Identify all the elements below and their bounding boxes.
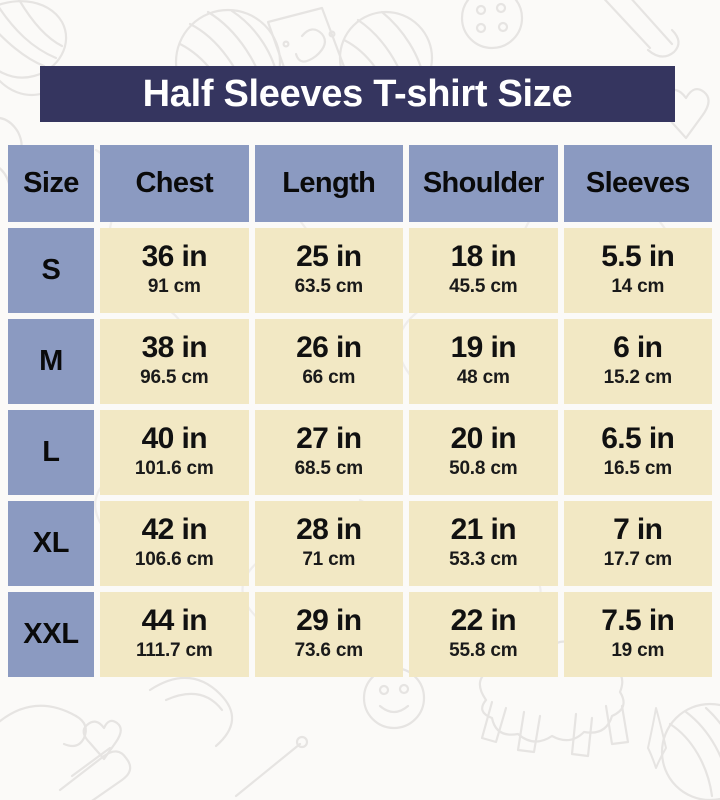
- length-cell: 26 in 66 cm: [254, 319, 403, 404]
- value-centimeters: 63.5 cm: [294, 275, 364, 297]
- value-inches: 18 in: [450, 240, 517, 274]
- size-cell: XL: [8, 501, 94, 586]
- size-label: M: [39, 345, 63, 377]
- value-centimeters: 71 cm: [302, 548, 356, 570]
- chest-cell: 38 in 96.5 cm: [100, 319, 249, 404]
- value-centimeters: 68.5 cm: [294, 457, 364, 479]
- column-header-label: Shoulder: [422, 167, 544, 199]
- value-centimeters: 96.5 cm: [140, 366, 209, 388]
- value-inches: 19 in: [450, 331, 517, 365]
- table-row: L 40 in 101.6 cm 27 in 68.5 cm 20 in 50.…: [8, 410, 712, 495]
- size-cell: S: [8, 228, 94, 313]
- value-centimeters: 15.2 cm: [603, 366, 673, 388]
- chest-cell: 42 in 106.6 cm: [100, 501, 249, 586]
- chest-cell: 44 in 111.7 cm: [100, 592, 249, 677]
- size-label: S: [41, 254, 61, 286]
- table-row: S 36 in 91 cm 25 in 63.5 cm 18 in 45.5 c…: [8, 228, 712, 313]
- column-header-shoulder: Shoulder: [409, 145, 558, 222]
- table-row: XXL 44 in 111.7 cm 29 in 73.6 cm 22 in 5…: [8, 592, 712, 677]
- column-header-length: Length: [254, 145, 403, 222]
- chest-cell: 40 in 101.6 cm: [100, 410, 249, 495]
- value-centimeters: 45.5 cm: [449, 275, 518, 297]
- value-centimeters: 17.7 cm: [603, 548, 673, 570]
- value-centimeters: 106.6 cm: [134, 548, 214, 570]
- size-cell: XXL: [8, 592, 94, 677]
- value-inches: 6.5 in: [601, 422, 675, 456]
- value-inches: 44 in: [141, 604, 208, 638]
- size-label: XXL: [23, 618, 79, 650]
- column-header-label: Size: [23, 167, 79, 199]
- value-centimeters: 66 cm: [302, 366, 356, 388]
- value-centimeters: 19 cm: [611, 639, 665, 661]
- value-centimeters: 48 cm: [456, 366, 510, 388]
- value-inches: 42 in: [141, 513, 208, 547]
- value-centimeters: 50.8 cm: [449, 457, 518, 479]
- value-centimeters: 91 cm: [147, 275, 201, 297]
- shoulder-cell: 20 in 50.8 cm: [409, 410, 558, 495]
- value-centimeters: 55.8 cm: [449, 639, 518, 661]
- table-row: XL 42 in 106.6 cm 28 in 71 cm 21 in 53.3…: [8, 501, 712, 586]
- value-inches: 28 in: [296, 513, 362, 547]
- length-cell: 29 in 73.6 cm: [254, 592, 403, 677]
- value-centimeters: 111.7 cm: [135, 639, 213, 661]
- size-chart-table: Size Chest Length Shoulder Sleeves S 36 …: [8, 145, 712, 683]
- column-header-size: Size: [8, 145, 94, 222]
- value-centimeters: 53.3 cm: [449, 548, 518, 570]
- length-cell: 28 in 71 cm: [254, 501, 403, 586]
- column-header-chest: Chest: [100, 145, 249, 222]
- chest-cell: 36 in 91 cm: [100, 228, 249, 313]
- sleeves-cell: 6 in 15.2 cm: [563, 319, 712, 404]
- shoulder-cell: 22 in 55.8 cm: [409, 592, 558, 677]
- value-inches: 38 in: [141, 331, 208, 365]
- size-cell: M: [8, 319, 94, 404]
- table-row: M 38 in 96.5 cm 26 in 66 cm 19 in 48 cm …: [8, 319, 712, 404]
- value-inches: 27 in: [296, 422, 362, 456]
- value-inches: 21 in: [450, 513, 517, 547]
- value-centimeters: 14 cm: [611, 275, 665, 297]
- page-title: Half Sleeves T-shirt Size: [142, 73, 573, 115]
- size-label: L: [42, 436, 60, 468]
- shoulder-cell: 21 in 53.3 cm: [409, 501, 558, 586]
- table-header-row: Size Chest Length Shoulder Sleeves: [8, 145, 712, 222]
- value-inches: 25 in: [296, 240, 362, 274]
- value-centimeters: 101.6 cm: [134, 457, 214, 479]
- value-inches: 5.5 in: [601, 240, 675, 274]
- sleeves-cell: 6.5 in 16.5 cm: [563, 410, 712, 495]
- length-cell: 25 in 63.5 cm: [254, 228, 403, 313]
- size-cell: L: [8, 410, 94, 495]
- column-header-label: Chest: [135, 167, 214, 199]
- shoulder-cell: 19 in 48 cm: [409, 319, 558, 404]
- sleeves-cell: 5.5 in 14 cm: [563, 228, 712, 313]
- sleeves-cell: 7.5 in 19 cm: [563, 592, 712, 677]
- value-inches: 29 in: [296, 604, 362, 638]
- value-inches: 7 in: [613, 513, 663, 547]
- column-header-sleeves: Sleeves: [563, 145, 712, 222]
- size-label: XL: [32, 527, 70, 559]
- value-inches: 20 in: [450, 422, 517, 456]
- length-cell: 27 in 68.5 cm: [254, 410, 403, 495]
- title-banner: Half Sleeves T-shirt Size: [40, 66, 675, 122]
- value-inches: 6 in: [613, 331, 663, 365]
- sleeves-cell: 7 in 17.7 cm: [563, 501, 712, 586]
- value-inches: 7.5 in: [601, 604, 675, 638]
- value-centimeters: 73.6 cm: [294, 639, 364, 661]
- value-inches: 36 in: [141, 240, 208, 274]
- value-inches: 40 in: [141, 422, 208, 456]
- shoulder-cell: 18 in 45.5 cm: [409, 228, 558, 313]
- value-centimeters: 16.5 cm: [603, 457, 673, 479]
- value-inches: 22 in: [450, 604, 517, 638]
- column-header-label: Length: [282, 167, 376, 199]
- column-header-label: Sleeves: [585, 167, 690, 199]
- value-inches: 26 in: [296, 331, 362, 365]
